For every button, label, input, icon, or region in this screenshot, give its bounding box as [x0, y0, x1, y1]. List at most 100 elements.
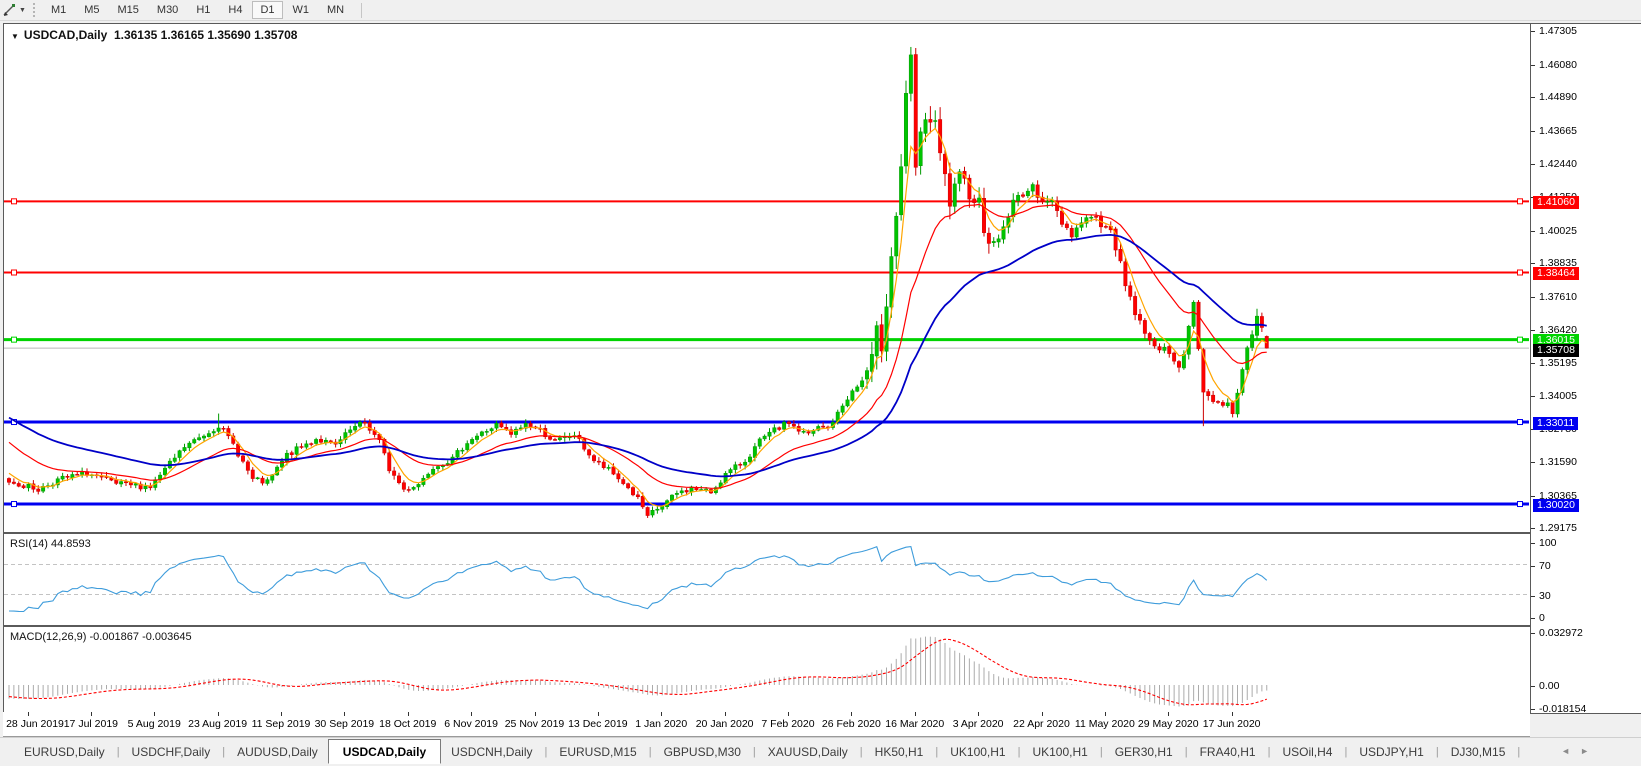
chart-tab-usdchf-daily[interactable]: USDCHF,Daily — [131, 745, 211, 759]
date-tick-mark — [534, 712, 536, 716]
tick-text: -0.018154 — [1539, 703, 1587, 715]
candle-body — [1259, 316, 1264, 328]
hline-anchor[interactable] — [11, 336, 17, 343]
candle-body — [1069, 228, 1074, 238]
chart-tab-dj30-m15[interactable]: DJ30,M15 — [1450, 745, 1506, 759]
timeframe-button-m30[interactable]: M30 — [156, 4, 179, 16]
chart-tab-fra40-h1[interactable]: FRA40,H1 — [1199, 745, 1256, 759]
tab-separator: | — [1099, 746, 1103, 758]
tick-text: 0.032972 — [1539, 627, 1583, 639]
candle-body — [319, 438, 323, 443]
candle-body — [801, 431, 806, 433]
chart-tab-eurusd-daily[interactable]: EURUSD,Daily — [24, 745, 105, 759]
hline-anchor[interactable] — [1517, 269, 1523, 276]
date-tick-mark — [1104, 712, 1106, 716]
candle-body — [348, 429, 353, 433]
hline-anchor[interactable] — [1517, 336, 1523, 343]
chart-tab-usdcad-daily[interactable]: USDCAD,Daily — [327, 739, 442, 764]
candle-body — [133, 483, 138, 486]
candle-body — [1255, 315, 1259, 336]
main-chart-panel[interactable]: ▼ USDCAD,Daily 1.36135 1.36165 1.35690 1.… — [3, 23, 1531, 533]
timeframe-button-h1[interactable]: H1 — [196, 4, 211, 16]
candle-body — [1216, 401, 1220, 403]
date-tick-mark — [851, 712, 853, 716]
date-tick-label: 20 Jan 2020 — [695, 718, 754, 730]
rsi-indicator-panel[interactable]: RSI(14) 44.8593 — [3, 533, 1531, 626]
chart-tab-audusd-daily[interactable]: AUDUSD,Daily — [237, 745, 318, 759]
candle-body — [977, 197, 982, 203]
candle-body — [75, 474, 80, 476]
candle-body — [972, 198, 977, 203]
tick-dash — [1531, 363, 1535, 365]
candle-body — [406, 489, 411, 491]
tick-text: 1.37610 — [1539, 290, 1577, 303]
chart-tab-uk100-h1[interactable]: UK100,H1 — [950, 745, 1006, 759]
candle-body — [1220, 402, 1225, 406]
candle-body — [392, 470, 397, 476]
candle-body — [119, 481, 124, 485]
price-level-label: 1.33011 — [1533, 416, 1579, 430]
tab-scroll-left-icon[interactable]: ◄ — [1561, 746, 1581, 756]
chart-tab-ger30-h1[interactable]: GER30,H1 — [1114, 745, 1173, 759]
date-tick-label: 17 Jun 2020 — [1202, 718, 1261, 730]
chart-tab-usoil-h4[interactable]: USOil,H4 — [1282, 745, 1333, 759]
date-tick-mark — [1231, 712, 1233, 716]
candle-body — [933, 120, 938, 122]
tab-scroll-right-icon[interactable]: ► — [1580, 746, 1599, 756]
candle-body — [26, 483, 31, 489]
rsi-canvas[interactable] — [4, 534, 1529, 623]
date-tick-label: 17 Jul 2019 — [63, 718, 119, 730]
timeframe-button-h4[interactable]: H4 — [228, 4, 243, 16]
tick-dash — [1531, 633, 1535, 634]
macd-canvas[interactable] — [4, 627, 1529, 710]
chart-tab-hk50-h1[interactable]: HK50,H1 — [874, 745, 924, 759]
hline-anchor[interactable] — [1517, 198, 1523, 205]
candle-body — [1128, 285, 1133, 297]
candle-body — [1025, 190, 1030, 197]
candle-body — [494, 423, 499, 429]
candle-body — [470, 439, 475, 444]
chart-tab-eurusd-m15[interactable]: EURUSD,M15 — [559, 745, 637, 759]
draw-tool-icon[interactable] — [2, 2, 18, 18]
hline-anchor[interactable] — [11, 198, 17, 205]
candle-body — [65, 475, 70, 478]
price-chart-canvas[interactable] — [4, 24, 1529, 530]
candle-body — [416, 484, 421, 488]
price-axis[interactable]: 1.473051.460801.448901.436651.424401.412… — [1530, 23, 1641, 715]
candle-body — [991, 241, 996, 243]
hline-anchor[interactable] — [1517, 419, 1523, 426]
timeframe-button-m5[interactable]: M5 — [84, 4, 100, 16]
date-tick-mark — [90, 712, 92, 716]
date-tick-mark — [978, 712, 980, 716]
timeframe-button-w1[interactable]: W1 — [292, 4, 310, 16]
hline-anchor[interactable] — [11, 501, 17, 508]
date-tick-mark — [914, 712, 916, 716]
timeframe-button-m15[interactable]: M15 — [117, 4, 139, 16]
draw-tool-dropdown-icon[interactable]: ▼ — [19, 6, 26, 14]
chart-tab-uk100-h1[interactable]: UK100,H1 — [1032, 745, 1088, 759]
date-axis[interactable]: 28 Jun 2019 17 Jul 2019 5 Aug 2019 23 Aug 2… — [3, 712, 1530, 737]
timeframe-button-mn[interactable]: MN — [327, 4, 345, 16]
tick-dash — [1531, 543, 1535, 544]
candle-body — [1021, 194, 1025, 197]
hline-anchor[interactable] — [11, 269, 17, 276]
date-tick-label: 26 Feb 2020 — [821, 718, 881, 730]
chart-tab-gbpusd-m30[interactable]: GBPUSD,M30 — [663, 745, 741, 759]
timeframe-button-m1[interactable]: M1 — [50, 4, 67, 16]
candle-body — [1152, 339, 1157, 347]
candle-body — [11, 481, 16, 484]
chart-tab-usdcnh-daily[interactable]: USDCNH,Daily — [451, 745, 533, 759]
hline-anchor[interactable] — [1517, 501, 1523, 508]
macd-indicator-panel[interactable]: MACD(12,26,9) -0.001867 -0.003645 — [3, 626, 1531, 713]
candle-body — [187, 442, 192, 449]
candle-body — [280, 461, 284, 468]
toolbar-grip[interactable] — [32, 3, 35, 17]
candle-body — [913, 54, 918, 168]
chart-tab-xauusd-daily[interactable]: XAUUSD,Daily — [767, 745, 848, 759]
tick-dash — [1531, 709, 1535, 710]
timeframe-button-d1[interactable]: D1 — [252, 1, 283, 19]
chart-tab-usdjpy-h1[interactable]: USDJPY,H1 — [1359, 745, 1424, 759]
tick-text: 100 — [1539, 537, 1557, 549]
candle-body — [1123, 261, 1128, 287]
